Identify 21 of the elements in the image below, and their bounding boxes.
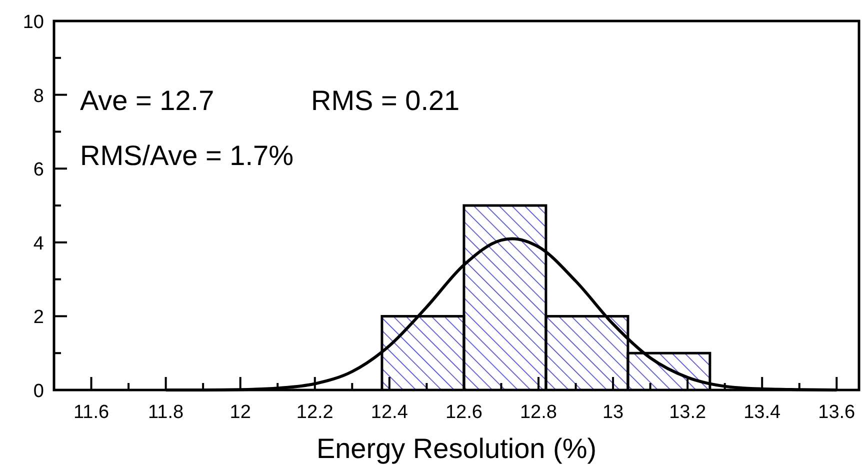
x-tick-label: 13 bbox=[602, 402, 624, 423]
x-axis-title: Energy Resolution (%) bbox=[316, 433, 597, 464]
x-tick-label: 11.6 bbox=[73, 402, 110, 423]
x-tick-label: 12 bbox=[230, 402, 251, 423]
annotation: Ave = 12.7 bbox=[80, 85, 214, 116]
annotation: RMS/Ave = 1.7% bbox=[80, 140, 294, 171]
x-tick-label: 11.8 bbox=[148, 402, 184, 423]
y-tick-label: 6 bbox=[33, 160, 44, 181]
y-tick-label: 8 bbox=[33, 86, 44, 107]
y-tick-label: 0 bbox=[33, 381, 44, 402]
x-tick-label: 12.6 bbox=[445, 402, 482, 423]
x-tick-label: 12.2 bbox=[296, 402, 334, 423]
y-tick-label: 10 bbox=[22, 12, 44, 33]
x-tick-label: 12.4 bbox=[370, 402, 408, 423]
annotation: RMS = 0.21 bbox=[311, 85, 460, 116]
x-tick-label: 13.6 bbox=[818, 402, 856, 423]
x-tick-label: 12.8 bbox=[520, 402, 557, 423]
y-tick-label: 2 bbox=[33, 307, 44, 328]
x-tick-label: 13.4 bbox=[744, 402, 782, 423]
y-tick-label: 4 bbox=[33, 233, 44, 254]
x-tick-label: 13.2 bbox=[669, 402, 706, 423]
